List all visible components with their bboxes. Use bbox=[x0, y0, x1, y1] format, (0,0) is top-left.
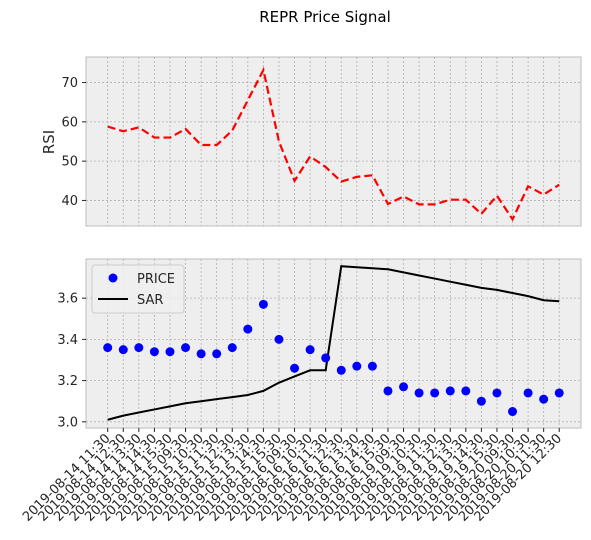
y-tick-label: 3.6 bbox=[57, 292, 78, 307]
rsi-series-group bbox=[107, 66, 560, 222]
price-point bbox=[399, 382, 409, 392]
price-point bbox=[243, 324, 253, 334]
rsi-y-axis-label: RSI bbox=[40, 130, 58, 154]
price-point bbox=[181, 343, 191, 353]
price-gridlines bbox=[86, 259, 581, 428]
y-tick-label: 70 bbox=[61, 76, 78, 91]
legend-price-marker bbox=[108, 273, 118, 283]
price-point bbox=[305, 345, 315, 355]
y-tick-label: 50 bbox=[61, 155, 78, 170]
legend-sar-label: SAR bbox=[137, 293, 163, 308]
price-y-axis: 3.0 3.2 3.4 3.6 bbox=[57, 292, 86, 430]
price-point bbox=[523, 388, 533, 398]
price-point bbox=[430, 388, 440, 398]
price-point bbox=[445, 386, 455, 396]
y-tick-label: 40 bbox=[61, 194, 78, 209]
price-point bbox=[336, 365, 346, 375]
price-series-group bbox=[103, 265, 564, 421]
price-point bbox=[118, 345, 128, 355]
price-point bbox=[196, 349, 206, 359]
price-point bbox=[212, 349, 222, 359]
chart-title: REPR Price Signal bbox=[259, 8, 391, 26]
price-point bbox=[165, 347, 175, 357]
price-point bbox=[134, 343, 144, 353]
price-point bbox=[103, 343, 113, 353]
legend: PRICE SAR bbox=[91, 264, 185, 314]
price-point bbox=[290, 363, 300, 373]
y-tick-label: 3.2 bbox=[57, 374, 78, 389]
price-point bbox=[492, 388, 502, 398]
price-point bbox=[367, 361, 377, 371]
price-point bbox=[414, 388, 424, 398]
y-tick-label: 3.4 bbox=[57, 333, 78, 348]
y-tick-label: 60 bbox=[61, 115, 78, 130]
price-point bbox=[383, 386, 393, 396]
legend-price-label: PRICE bbox=[137, 272, 175, 287]
price-point bbox=[352, 361, 362, 371]
rsi-panel: 40 50 60 70 RSI bbox=[40, 56, 582, 227]
price-panel: 3.0 3.2 3.4 3.6 2019-08-14 11:302019-08-14 … bbox=[20, 258, 582, 525]
price-point bbox=[554, 388, 564, 398]
sar-line bbox=[107, 265, 560, 421]
price-point bbox=[258, 299, 268, 309]
rsi-gridlines bbox=[86, 57, 581, 226]
y-tick-label: 3.0 bbox=[57, 415, 78, 430]
price-point bbox=[321, 353, 331, 363]
price-point bbox=[461, 386, 471, 396]
rsi-line bbox=[107, 66, 560, 222]
price-point bbox=[508, 407, 518, 417]
price-point bbox=[227, 343, 237, 353]
price-point bbox=[149, 347, 159, 357]
price-point bbox=[274, 334, 284, 344]
price-point bbox=[476, 396, 486, 406]
price-point bbox=[539, 394, 549, 404]
rsi-y-axis: 40 50 60 70 bbox=[61, 76, 86, 209]
